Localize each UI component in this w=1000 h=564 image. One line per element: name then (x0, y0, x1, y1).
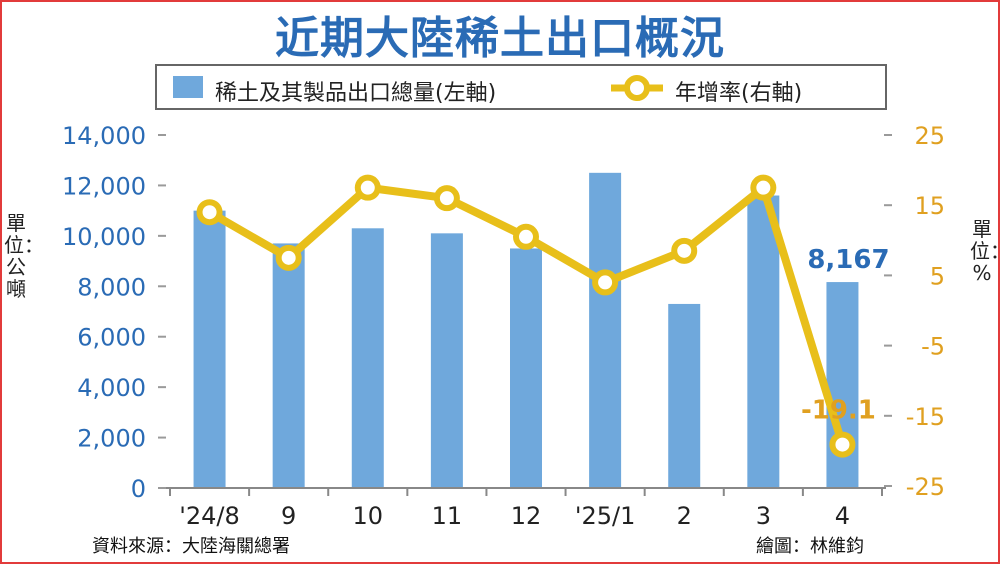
bar (668, 303, 701, 488)
legend-line-swatch (611, 75, 663, 101)
left-axis-tick-label: 6,000 (77, 324, 146, 352)
growth-rate-point (275, 244, 302, 271)
bar (747, 195, 780, 488)
legend: 稀土及其製品出口總量(左軸) 年增率(右軸) (155, 64, 887, 110)
chart-title: 近期大陸稀土出口概況 (275, 13, 725, 64)
legend-bar-swatch (173, 76, 203, 98)
right-axis-tick-label: 5 (930, 262, 945, 290)
x-axis-tick-label: 2 (677, 502, 692, 530)
bar (272, 243, 305, 488)
left-axis-tick-label: 10,000 (62, 223, 146, 251)
x-axis-tick-label: 4 (835, 502, 850, 530)
bar (430, 233, 463, 488)
right-axis-tick-label: -25 (906, 473, 945, 501)
bar (193, 210, 226, 488)
right-axis-tick-label: -5 (921, 333, 945, 361)
legend-line-label: 年增率(右軸) (675, 81, 803, 106)
x-axis-tick-label: 12 (511, 502, 542, 530)
left-axis-tick-label: 12,000 (62, 172, 146, 200)
left-axis-tick-label: 2,000 (77, 425, 146, 453)
x-axis-tick-label: 3 (756, 502, 771, 530)
growth-rate-point (829, 431, 856, 458)
legend-bar-label: 稀土及其製品出口總量(左軸) (215, 81, 497, 106)
credit-note: 繪圖：林維鈞 (756, 536, 864, 557)
source-note: 資料來源：大陸海關總署 (92, 536, 290, 557)
growth-rate-point (196, 199, 223, 226)
right-axis-tick-label: -15 (906, 403, 945, 431)
right-axis-tick-label: 25 (914, 122, 945, 150)
growth-rate-point (433, 185, 460, 212)
bar (351, 228, 384, 489)
growth-rate-point (354, 174, 381, 201)
left-axis-tick-label: 14,000 (62, 122, 146, 150)
x-axis-tick-label: '25/1 (575, 502, 636, 530)
growth-rate-point (513, 223, 539, 250)
x-axis-tick-label: 11 (432, 502, 463, 530)
left-axis-tick-label: 8,000 (77, 273, 146, 301)
left-axis-tick-label: 0 (131, 475, 146, 503)
bar (510, 248, 542, 488)
x-axis-tick-label: 9 (281, 502, 296, 530)
x-axis-tick-label: 10 (353, 502, 384, 530)
bar-value-label: 8,167 (807, 245, 889, 275)
growth-rate-point (671, 237, 698, 264)
right-axis-tick-label: 15 (914, 192, 945, 220)
x-axis-tick-label: '24/8 (179, 502, 240, 530)
bar (589, 172, 622, 489)
line-value-label: -19.1 (801, 396, 876, 426)
growth-rate-point (592, 269, 619, 296)
left-axis-tick-label: 4,000 (77, 374, 146, 402)
right-axis-unit: 單位：% (970, 217, 1000, 285)
growth-rate-point (750, 174, 777, 201)
